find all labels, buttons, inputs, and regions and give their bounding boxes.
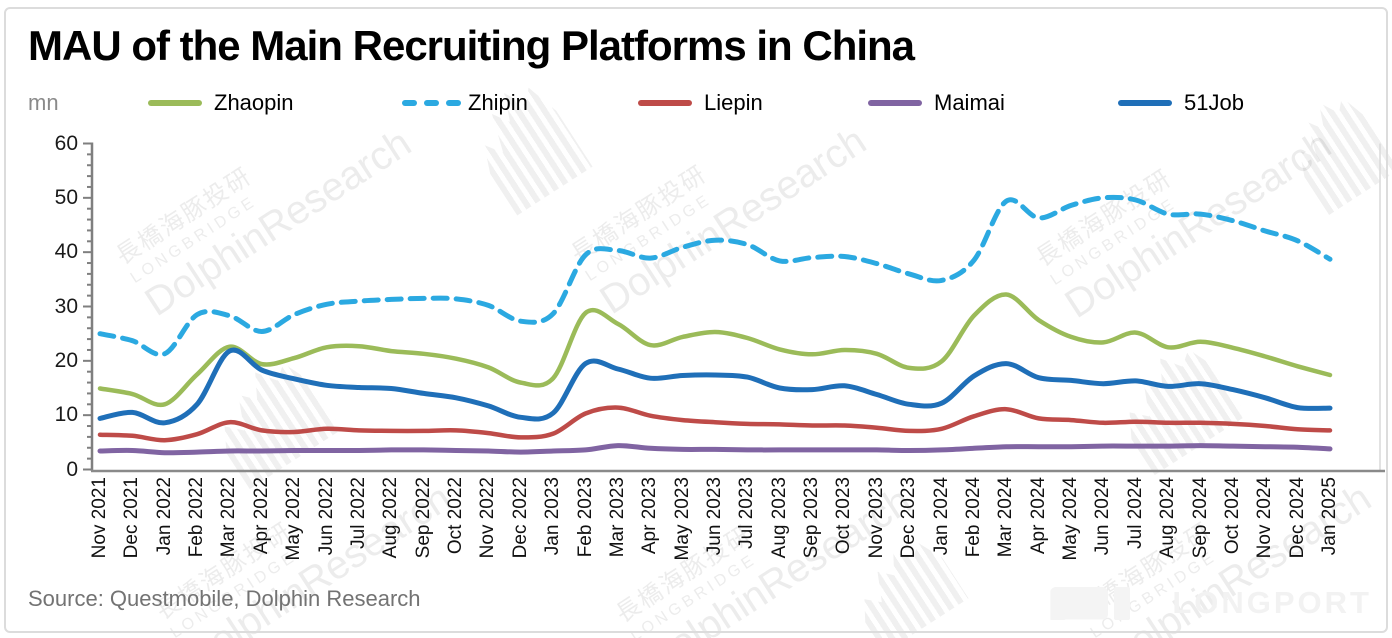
dashed-line-swatch bbox=[424, 100, 439, 106]
x-axis-tick-label: Feb 2023 bbox=[574, 477, 596, 558]
x-axis-tick-label: Nov 2023 bbox=[865, 477, 887, 559]
x-axis-tick-label: Apr 2022 bbox=[250, 477, 272, 555]
line-swatch bbox=[148, 100, 202, 106]
x-axis-tick-label: Aug 2022 bbox=[380, 477, 402, 559]
x-axis-tick-label: Jul 2024 bbox=[1124, 477, 1146, 549]
x-axis-tick-label: Dec 2024 bbox=[1286, 477, 1308, 559]
x-axis-tick-label: Jan 2024 bbox=[930, 477, 952, 556]
source-note: Source: Questmobile, Dolphin Research bbox=[28, 586, 421, 611]
legend-item-maimai[interactable]: Maimai bbox=[868, 90, 1005, 116]
x-axis-tick-label: Jan 2023 bbox=[542, 477, 564, 556]
series-line-zhipin bbox=[97, 194, 1333, 358]
x-axis-tick-label: Dec 2023 bbox=[898, 477, 920, 559]
x-axis-tick-label: Sep 2022 bbox=[412, 477, 434, 559]
logo-wordmark: LONGPORT bbox=[1172, 585, 1372, 620]
x-axis-tick-label: Apr 2024 bbox=[1027, 477, 1049, 555]
longport-logo: LONGPORT bbox=[1050, 585, 1372, 621]
line-swatch bbox=[638, 100, 692, 106]
y-axis-tick-label: 30 bbox=[54, 294, 78, 318]
x-axis-tick-label: Aug 2024 bbox=[1157, 477, 1179, 559]
x-axis-tick-label: May 2024 bbox=[1060, 477, 1082, 561]
legend-item-zhaopin[interactable]: Zhaopin bbox=[148, 90, 294, 116]
x-axis-tick-label: Dec 2022 bbox=[509, 477, 531, 559]
y-axis-unit-label: mn bbox=[28, 90, 59, 115]
line-swatch bbox=[868, 100, 922, 106]
x-axis-tick-label: Mar 2024 bbox=[995, 477, 1017, 558]
legend-label: Maimai bbox=[934, 90, 1005, 115]
x-axis-tick-label: Apr 2023 bbox=[639, 477, 661, 555]
series-line-51job bbox=[97, 347, 1333, 426]
line-swatch bbox=[1118, 100, 1172, 106]
y-axis-tick-label: 20 bbox=[54, 348, 78, 372]
y-axis-tick-label: 50 bbox=[54, 185, 78, 209]
legend-label: 51Job bbox=[1184, 90, 1244, 115]
y-axis-tick-label: 10 bbox=[54, 403, 78, 427]
x-axis-tick-label: Mar 2022 bbox=[218, 477, 240, 558]
x-axis-tick-label: Feb 2022 bbox=[186, 477, 208, 558]
x-axis-tick-label: Sep 2024 bbox=[1189, 477, 1211, 559]
x-axis-tick-label: Aug 2023 bbox=[768, 477, 790, 559]
dashed-line-swatch bbox=[402, 100, 417, 106]
series-line-liepin bbox=[97, 405, 1333, 443]
x-axis-tick-label: Dec 2021 bbox=[121, 477, 143, 559]
x-axis-tick-label: Oct 2022 bbox=[445, 477, 467, 555]
x-axis-tick-label: Jun 2024 bbox=[1092, 477, 1114, 556]
x-axis-tick-label: Sep 2023 bbox=[801, 477, 823, 559]
x-axis-tick-label: Jan 2022 bbox=[153, 477, 175, 556]
series-line-maimai bbox=[97, 443, 1333, 456]
legend-label: Liepin bbox=[704, 90, 763, 115]
page-title: MAU of the Main Recruiting Platforms in … bbox=[28, 22, 915, 69]
series-line-zhaopin bbox=[97, 292, 1333, 408]
x-axis-tick-label: Jan 2025 bbox=[1319, 477, 1340, 556]
y-axis-tick-label: 40 bbox=[54, 240, 78, 264]
x-axis-tick-label: Nov 2021 bbox=[89, 477, 110, 559]
x-axis-tick-label: Jun 2023 bbox=[704, 477, 725, 556]
legend-item-51job[interactable]: 51Job bbox=[1118, 90, 1244, 116]
x-axis-tick-label: Jun 2022 bbox=[315, 477, 337, 556]
y-axis-tick-label: 60 bbox=[54, 131, 78, 155]
x-axis-tick-label: Nov 2022 bbox=[477, 477, 499, 559]
x-axis-tick-label: May 2022 bbox=[283, 477, 305, 561]
y-axis-tick-label: 0 bbox=[66, 457, 78, 481]
x-axis-tick-label: Nov 2024 bbox=[1254, 477, 1276, 559]
x-axis-tick-label: Oct 2023 bbox=[833, 477, 855, 555]
x-axis-tick-label: Mar 2023 bbox=[606, 477, 628, 558]
legend-item-zhipin[interactable]: Zhipin bbox=[402, 90, 528, 116]
x-axis-tick-label: Jul 2022 bbox=[347, 477, 369, 549]
logo-bubble-icon bbox=[1050, 586, 1109, 620]
dashed-line-swatch bbox=[446, 100, 461, 106]
legend-label: Zhipin bbox=[468, 90, 528, 115]
logo-bar-icon bbox=[1114, 586, 1131, 620]
x-axis-tick-label: Jul 2023 bbox=[736, 477, 758, 549]
x-axis-tick-label: Feb 2024 bbox=[962, 477, 984, 558]
x-axis-tick-label: Oct 2024 bbox=[1221, 477, 1243, 555]
legend-item-liepin[interactable]: Liepin bbox=[638, 90, 763, 116]
x-axis-tick-label: May 2023 bbox=[671, 477, 693, 561]
legend-label: Zhaopin bbox=[214, 90, 294, 115]
